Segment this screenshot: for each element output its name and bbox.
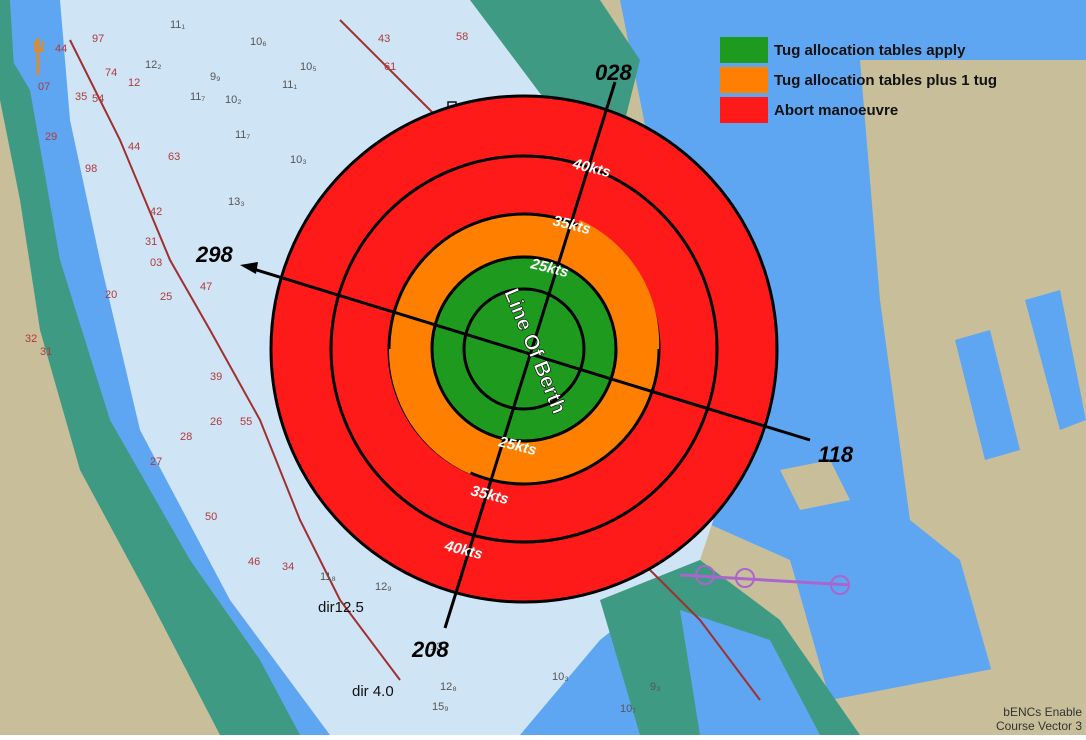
- bearing-label-208: 208: [411, 637, 449, 662]
- depth-sounding: 29: [45, 131, 57, 143]
- depth-sounding: 10₃: [290, 154, 307, 166]
- footer-line-2: Course Vector 3: [995, 719, 1082, 733]
- depth-sounding: 35: [75, 91, 87, 103]
- legend-item-green: Tug allocation tables apply: [720, 35, 1086, 65]
- depth-sounding: 44: [55, 43, 67, 55]
- dock-pier: [780, 460, 850, 510]
- bearing-label-298: 298: [195, 242, 233, 267]
- chart-label-dir40: dir 4.0: [352, 683, 394, 700]
- depth-sounding: 12: [128, 77, 140, 89]
- legend-item-orange: Tug allocation tables plus 1 tug: [720, 65, 1086, 95]
- depth-sounding: 15₉: [432, 701, 449, 713]
- left-land: [0, 100, 220, 735]
- depth-sounding: 10₅: [300, 61, 317, 73]
- shallow-upper: [470, 0, 640, 140]
- depth-sounding: 34: [282, 561, 294, 573]
- depth-sounding: 46: [248, 556, 260, 568]
- depth-sounding: 11₁: [282, 79, 297, 91]
- wind-limit-rings: [269, 94, 779, 604]
- depth-sounding: 55: [240, 416, 252, 428]
- chart-label-dir125: dir12.5: [318, 599, 364, 616]
- depth-sounding: 11₁: [170, 19, 185, 31]
- depth-sounding: 74: [105, 67, 117, 79]
- depth-sounding: 50: [205, 511, 217, 523]
- depth-sounding: 12₉: [375, 581, 392, 593]
- depth-sounding: 28: [180, 431, 192, 443]
- legend-swatch-red: [720, 97, 768, 123]
- dock-slip-2: [1025, 290, 1086, 430]
- depth-sounding: 31: [145, 236, 157, 248]
- chart-footer: bENCs Enable Course Vector 3: [996, 705, 1082, 733]
- depth-sounding: 63: [168, 151, 180, 163]
- legend-swatch-orange: [720, 67, 768, 93]
- depth-sounding: 13₃: [228, 196, 245, 208]
- depth-sounding: 10₇: [620, 703, 636, 715]
- depth-sounding: 61: [384, 61, 396, 73]
- depth-sounding: 39: [210, 371, 222, 383]
- depth-sounding: 10₃: [552, 671, 569, 683]
- legend-item-red: Abort manoeuvre: [720, 95, 1086, 125]
- depth-sounding: 97: [92, 33, 104, 45]
- footer-line-1: bENCs Enable: [1003, 705, 1082, 719]
- depth-sounding: 11₇: [235, 129, 250, 141]
- legend-swatch-green: [720, 37, 768, 63]
- depth-sounding: 98: [85, 163, 97, 175]
- depth-sounding: 10₂: [225, 94, 242, 106]
- depth-sounding: 47: [200, 281, 212, 293]
- legend-label-orange: Tug allocation tables plus 1 tug: [774, 71, 998, 89]
- depth-sounding: 11₈: [320, 571, 336, 583]
- legend: Tug allocation tables apply Tug allocati…: [720, 35, 1086, 125]
- depth-sounding: 12₈: [440, 681, 457, 693]
- depth-sounding: 25: [160, 291, 172, 303]
- bearing-label-118: 118: [818, 442, 854, 467]
- depth-sounding: 44: [128, 141, 140, 153]
- depth-sounding: 11₇: [190, 91, 205, 103]
- legend-label-green: Tug allocation tables apply: [774, 41, 966, 59]
- depth-sounding: 13₉: [430, 641, 447, 653]
- contour-line-1: [69, 39, 401, 681]
- bearing-line-298-118: [249, 266, 811, 442]
- depth-sounding: 31: [40, 346, 52, 358]
- depth-sounding: 43: [378, 33, 390, 45]
- legend-label-red: Abort manoeuvre: [774, 101, 899, 119]
- depth-sounding: 42: [150, 206, 162, 218]
- depth-sounding: 10₆: [250, 36, 267, 48]
- depth-sounding: 58: [456, 31, 468, 43]
- depth-sounding: 12₂: [145, 59, 162, 71]
- depth-sounding: 54: [92, 93, 104, 105]
- depth-sounding: 26: [210, 416, 222, 428]
- depth-sounding: 9₃: [650, 681, 661, 693]
- bearing-label-028: 028: [595, 60, 632, 85]
- bearing-arrow-298: [240, 262, 258, 274]
- depth-sounding: 32: [25, 333, 37, 345]
- depth-sounding: 03: [150, 257, 162, 269]
- pipeline-markers: [679, 565, 851, 595]
- inner-ring: [462, 287, 586, 411]
- depth-sounding: 27: [150, 456, 162, 468]
- depth-sounding: 07: [38, 81, 50, 93]
- dock-slip-1: [955, 330, 1020, 460]
- contour-line-3: [639, 559, 761, 701]
- depth-sounding: 9₉: [210, 71, 220, 83]
- depth-sounding: 20: [105, 289, 117, 301]
